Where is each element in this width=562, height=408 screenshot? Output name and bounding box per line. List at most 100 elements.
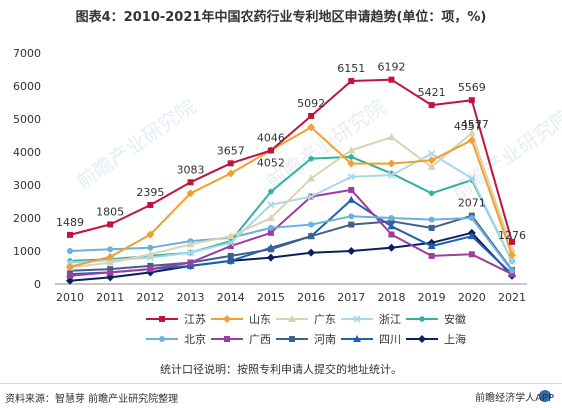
y-tick-label: 1000 — [13, 245, 41, 258]
data-point — [186, 240, 195, 248]
legend-swatch — [276, 336, 308, 342]
data-point — [267, 201, 275, 209]
data-point — [428, 216, 435, 223]
data-point — [467, 128, 476, 136]
data-point — [227, 238, 234, 245]
legend-item-山东: 山东 — [209, 311, 274, 327]
legend-item-上海: 上海 — [404, 331, 469, 347]
data-label: 3083 — [177, 163, 205, 176]
x-tick-label: 2020 — [458, 291, 486, 304]
data-label: 5092 — [297, 97, 325, 110]
data-label: 2071 — [458, 197, 486, 210]
data-point — [227, 243, 234, 250]
y-tick-label: 6000 — [13, 80, 41, 93]
data-point — [267, 229, 274, 236]
data-label: 6192 — [377, 61, 405, 74]
data-point — [308, 112, 315, 119]
data-point — [388, 215, 395, 221]
data-point — [308, 233, 315, 240]
data-point — [227, 252, 234, 259]
data-point — [509, 267, 515, 274]
chart-title: 图表4：2010-2021年中国农药行业专利地区申请趋势(单位：项，%) — [75, 10, 487, 25]
watermark-text: 前瞻产业研究院 — [72, 94, 200, 194]
legend-item-安徽: 安徽 — [404, 311, 469, 327]
data-point — [509, 271, 515, 278]
data-point — [67, 257, 73, 264]
data-label: 4046 — [257, 131, 285, 144]
legend-marker — [353, 315, 361, 323]
x-tick-label: 2018 — [377, 291, 405, 304]
series-山东 — [66, 123, 516, 271]
series-line — [69, 132, 513, 269]
data-point — [388, 170, 395, 177]
data-point — [67, 272, 73, 279]
data-point — [146, 250, 155, 258]
data-point — [347, 247, 356, 255]
x-tick-label: 2021 — [498, 291, 526, 304]
legend-marker — [159, 316, 165, 322]
chart-axes: 0 1000 2000 3000 4000 5000 6000 7000 2010 2011 201… — [13, 47, 527, 304]
data-point — [348, 221, 355, 228]
x-tick-label: 2016 — [297, 291, 325, 304]
y-tick-label: 5000 — [13, 113, 41, 126]
x-tick-label: 2012 — [136, 291, 164, 304]
legend-marker — [288, 315, 296, 322]
data-point — [307, 174, 316, 182]
x-tick-label: 2019 — [418, 291, 446, 304]
brand-text: 前瞻经济学人APP — [475, 393, 554, 404]
data-point — [67, 231, 73, 238]
legend-item-河南: 河南 — [274, 331, 339, 347]
data-point — [468, 251, 475, 258]
data-point — [266, 214, 275, 221]
data-point — [186, 189, 195, 198]
data-point — [226, 169, 235, 178]
footer: 资料来源：智慧芽 前瞻产业研究院整理 前瞻经济学人APP — [0, 383, 562, 408]
legend-swatch — [341, 335, 373, 342]
legend-label: 上海 — [444, 333, 466, 346]
data-label: 1805 — [96, 205, 124, 218]
legend-label: 江苏 — [184, 313, 206, 326]
legend-item-广东: 广东 — [274, 311, 339, 327]
x-tick-label: 2015 — [257, 291, 285, 304]
data-point — [267, 188, 274, 195]
legend-swatch — [146, 336, 178, 342]
data-point — [427, 156, 436, 165]
y-tick-label: 4000 — [13, 146, 41, 159]
y-tick-label: 7000 — [13, 47, 41, 60]
data-point — [388, 218, 395, 225]
data-point — [106, 252, 115, 261]
series-北京 — [67, 213, 515, 274]
y-tick-label: 2000 — [13, 212, 41, 225]
data-point — [227, 160, 234, 167]
data-point — [107, 246, 114, 253]
data-point — [227, 239, 235, 247]
data-point — [307, 123, 316, 132]
legend-item-广西: 广西 — [209, 331, 274, 347]
series-line — [69, 78, 513, 243]
data-point — [388, 76, 395, 83]
data-point — [267, 147, 274, 154]
data-point — [147, 266, 154, 273]
x-tick-label: 2014 — [217, 291, 245, 304]
data-point — [308, 221, 315, 228]
data-point — [348, 186, 355, 193]
legend-swatch — [211, 336, 243, 342]
data-point — [468, 97, 475, 104]
data-point — [348, 153, 355, 160]
data-point — [308, 155, 315, 162]
data-point — [106, 258, 115, 266]
data-point — [66, 262, 74, 271]
data-point — [187, 179, 194, 186]
legend-marker — [353, 335, 361, 342]
data-point — [428, 190, 435, 197]
data-point — [387, 133, 396, 141]
y-tick-label: 3000 — [13, 179, 41, 192]
data-label: 1489 — [56, 216, 84, 229]
data-point — [387, 171, 396, 179]
data-point — [66, 258, 74, 267]
series-layer — [66, 76, 516, 285]
data-point — [387, 222, 396, 230]
data-point — [187, 259, 194, 266]
data-label: 6151 — [337, 62, 365, 75]
series-line — [69, 188, 513, 277]
